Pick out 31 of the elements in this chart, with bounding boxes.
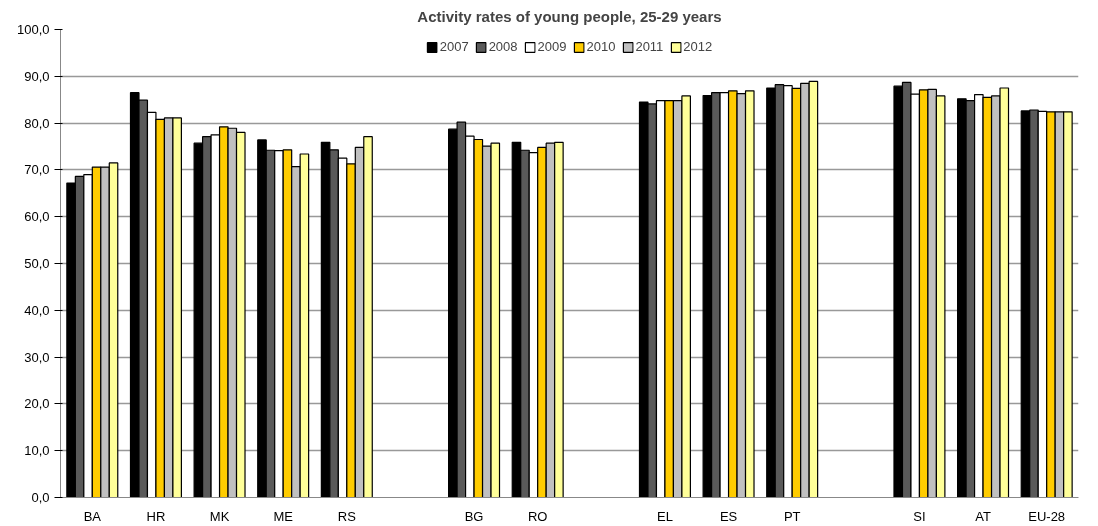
x-tick-label: ME (273, 508, 294, 524)
y-tick-label: 60,0 (24, 209, 50, 225)
y-tick-label: 100,0 (16, 22, 50, 37)
y-tick-label: 20,0 (24, 396, 50, 412)
y-tick-label: 30,0 (24, 349, 50, 365)
legend-label: 2009 (537, 39, 567, 54)
x-tick-label: MK (209, 508, 230, 524)
legend-label: 2011 (635, 39, 664, 54)
y-tick-label: 40,0 (24, 302, 50, 318)
x-tick-label: BA (83, 508, 102, 524)
y-tick-label: 70,0 (24, 162, 50, 178)
y-tick-label: 10,0 (24, 443, 50, 459)
x-tick-label: RO (527, 508, 548, 524)
x-tick-label: AT (975, 508, 991, 524)
y-tick-label: 50,0 (24, 256, 50, 271)
x-tick-label: ES (719, 508, 738, 524)
x-tick-label: RS (337, 508, 357, 524)
legend-label: 2007 (439, 39, 469, 54)
x-tick-label: EU-28 (1028, 508, 1066, 524)
x-tick-label: PT (783, 508, 801, 524)
legend-label: 2008 (488, 39, 518, 54)
x-tick-label: SI (913, 508, 926, 524)
x-tick-label: HR (146, 508, 166, 524)
y-tick-label: 0,0 (31, 490, 50, 505)
legend-label: 2010 (586, 39, 616, 54)
legend-label: 2012 (683, 39, 713, 54)
y-tick-label: 90,0 (24, 68, 50, 84)
x-tick-label: EL (656, 508, 673, 524)
y-tick-label: 80,0 (24, 115, 50, 131)
x-tick-label: BG (464, 508, 484, 524)
chart-title: Activity rates of young people, 25-29 years (417, 7, 722, 25)
